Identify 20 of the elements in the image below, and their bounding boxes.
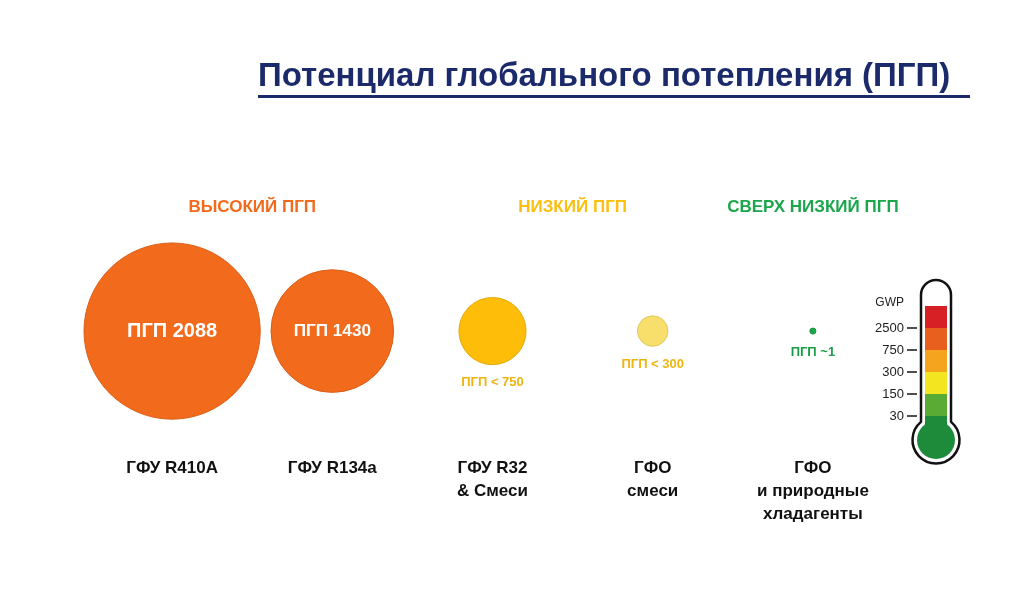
text: Потенциал глобального потепления (ПГП) xyxy=(258,56,970,98)
data-label: ПГП 2088 xyxy=(127,318,218,341)
data-label: ПГП 1430 xyxy=(293,319,371,340)
text: GWP xyxy=(875,295,904,309)
category-label: ГФО смеси xyxy=(627,458,679,501)
category-label: ГФО и природные хладагенты xyxy=(756,458,869,524)
category-label: ГФУ R134a xyxy=(287,458,378,478)
data-label: ПГП < 750 xyxy=(461,374,524,390)
text: 300 xyxy=(882,364,904,380)
category-label: ГФУ R410A xyxy=(126,458,218,478)
text: 2500 xyxy=(875,320,904,336)
data-label: ПГП < 300 xyxy=(621,355,684,371)
series-label: ВЫСОКИЙ ПГП xyxy=(188,196,316,216)
category-label: ГФУ R32 & Смеси xyxy=(457,458,528,501)
data-label: ПГП ~1 xyxy=(790,343,836,359)
legend-label: НИЗКИЙ ПГП xyxy=(518,196,627,216)
legend-label: СВЕРХ НИЗКИЙ ПГП xyxy=(727,196,899,216)
text: 150 xyxy=(882,386,904,402)
text: 750 xyxy=(882,342,904,358)
text: 30 xyxy=(889,408,904,424)
